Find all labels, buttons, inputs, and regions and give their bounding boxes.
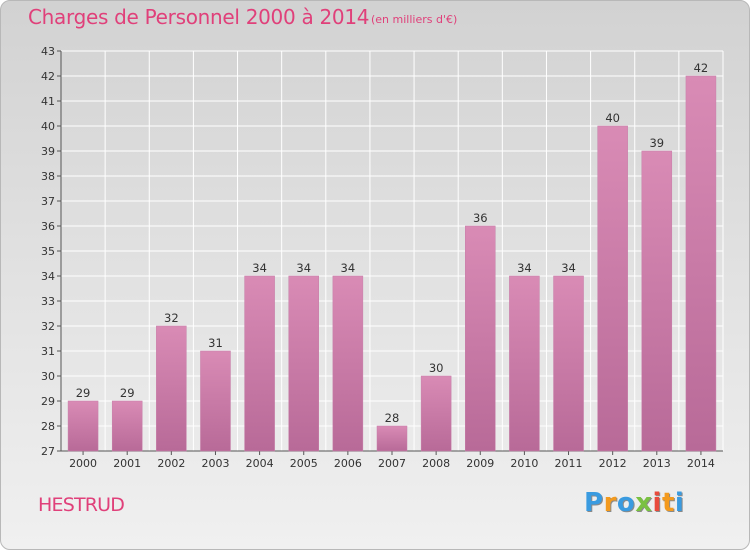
- bar-2007: [376, 425, 408, 452]
- data-label: 28: [385, 411, 400, 425]
- x-tick-label: 2006: [334, 457, 362, 470]
- bar-2001: [111, 400, 143, 452]
- data-label: 30: [429, 361, 444, 375]
- data-label: 36: [473, 211, 488, 225]
- chart-title: Charges de Personnel 2000 à 2014: [28, 5, 370, 29]
- x-tick-label: 2007: [378, 457, 406, 470]
- data-label: 34: [561, 261, 576, 275]
- data-label: 34: [517, 261, 532, 275]
- y-tick-label: 28: [41, 420, 55, 433]
- y-tick-label: 31: [41, 345, 55, 358]
- data-label: 29: [120, 386, 135, 400]
- x-tick-label: 2003: [201, 457, 229, 470]
- bar-2012: [597, 125, 628, 452]
- data-label: 29: [76, 386, 91, 400]
- x-tick-label: 2009: [466, 457, 494, 470]
- logo-letter: t: [661, 488, 675, 518]
- data-label: 42: [694, 61, 709, 75]
- data-label: 34: [296, 261, 311, 275]
- x-tick-label: 2000: [69, 457, 97, 470]
- logo-letter: x: [635, 488, 653, 518]
- y-tick-label: 37: [41, 195, 55, 208]
- bar-2006: [332, 275, 364, 452]
- x-tick-label: 2004: [246, 457, 274, 470]
- logo-letter: i: [652, 488, 662, 518]
- x-tick-label: 2014: [687, 457, 715, 470]
- bar-2002: [156, 325, 187, 452]
- y-tick-label: 41: [41, 95, 55, 108]
- data-label: 34: [341, 261, 356, 275]
- bar-2005: [288, 275, 319, 452]
- logo-letter: r: [603, 488, 617, 518]
- y-tick-label: 30: [41, 370, 55, 383]
- y-tick-label: 43: [41, 45, 55, 58]
- data-label: 39: [649, 136, 664, 150]
- bar-2013: [641, 150, 673, 452]
- y-tick-label: 34: [41, 270, 55, 283]
- x-tick-label: 2011: [555, 457, 583, 470]
- label-layer: 29 29 32 31 34 34 34 28 30 36 34 34 40 39 42: [76, 61, 709, 425]
- commune-name: HESTRUD: [38, 494, 125, 516]
- chart-subtitle: (en milliers d'€): [371, 13, 458, 26]
- x-tick-label: 2013: [643, 457, 671, 470]
- bar-layer: [67, 75, 717, 452]
- data-label: 32: [164, 311, 179, 325]
- bar-2004: [244, 275, 275, 452]
- y-tick-label: 42: [41, 70, 55, 83]
- y-tick-label: 39: [41, 145, 55, 158]
- proxiti-logo: Proxiti: [584, 488, 684, 518]
- logo-letter: P: [584, 488, 604, 518]
- logo-letter: o: [616, 488, 636, 518]
- y-tick-label: 36: [41, 220, 55, 233]
- bar-2008: [420, 375, 452, 452]
- x-tick-label: 2002: [157, 457, 185, 470]
- y-tick-label: 38: [41, 170, 55, 183]
- x-tick-label: 2001: [113, 457, 141, 470]
- y-tick-label: 35: [41, 245, 55, 258]
- logo-letter: i: [674, 488, 685, 518]
- bar-2010: [509, 275, 540, 452]
- data-label: 31: [208, 336, 223, 350]
- bar-2011: [553, 275, 584, 452]
- x-tick-label: 2008: [422, 457, 450, 470]
- data-label: 40: [605, 111, 620, 125]
- x-tick-label: 2012: [599, 457, 627, 470]
- y-tick-label: 32: [41, 320, 55, 333]
- bar-2014: [685, 75, 717, 452]
- data-label: 34: [252, 261, 267, 275]
- y-tick-label: 33: [41, 295, 55, 308]
- y-tick-label: 29: [41, 395, 55, 408]
- x-tick-label: 2010: [510, 457, 538, 470]
- bar-2000: [67, 400, 99, 452]
- bar-2003: [200, 350, 231, 452]
- x-tick-label: 2005: [290, 457, 318, 470]
- y-tick-label: 27: [41, 445, 55, 458]
- y-tick-label: 40: [41, 120, 55, 133]
- bar-2009: [465, 225, 496, 452]
